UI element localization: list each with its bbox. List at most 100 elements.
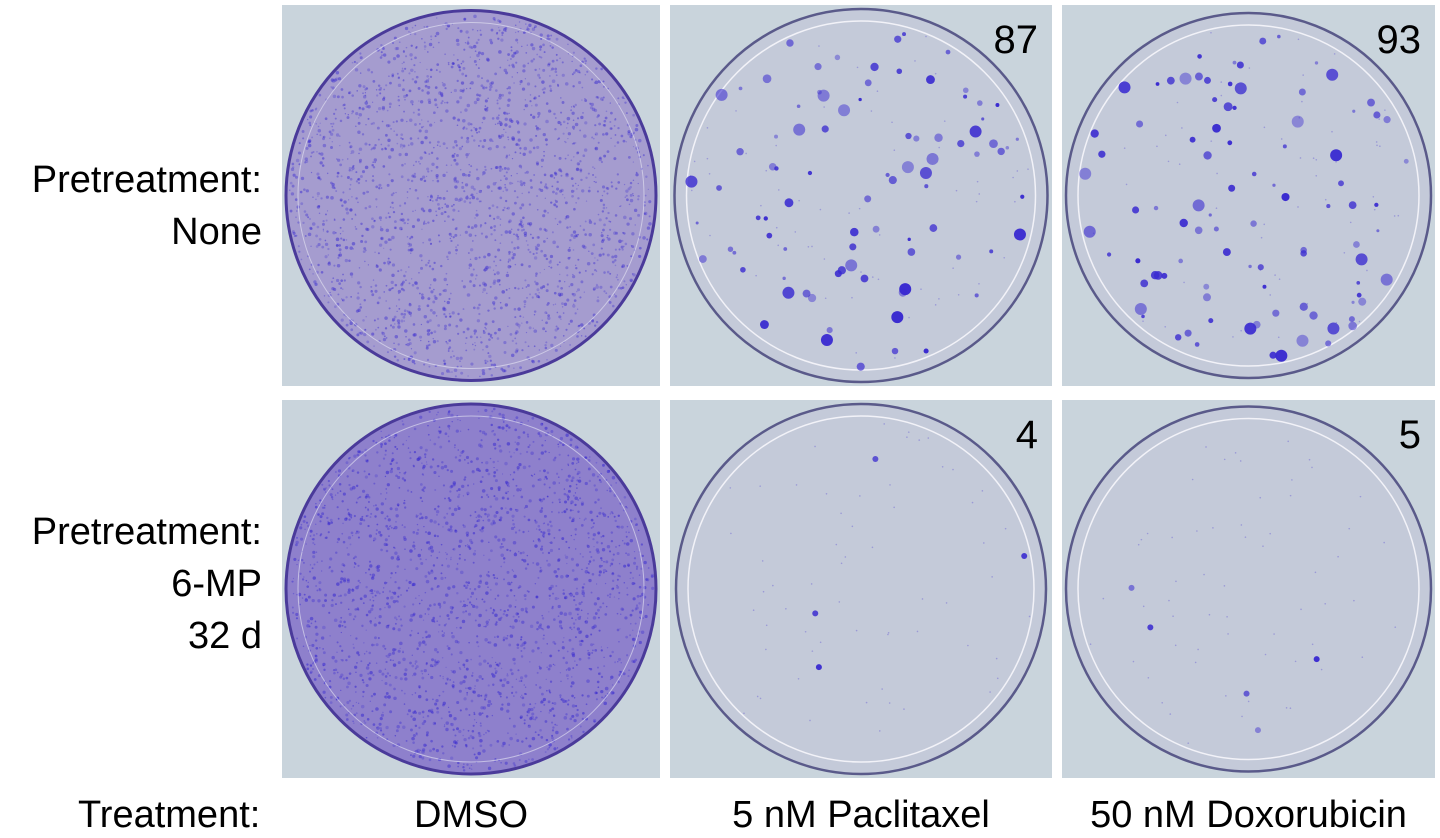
cell-speck — [403, 672, 407, 676]
cell-speck — [588, 560, 592, 563]
cell-speck — [478, 94, 481, 97]
cell-speck — [386, 515, 389, 518]
cell-speck — [368, 560, 372, 563]
cell-speck — [497, 488, 501, 492]
cell-speck — [362, 191, 366, 195]
cell-speck — [620, 205, 622, 207]
cell-speck — [573, 71, 576, 74]
cell-speck — [513, 594, 516, 597]
cell-speck — [574, 660, 576, 662]
cell-speck — [332, 669, 336, 672]
cell-speck — [412, 717, 417, 722]
cell-speck — [610, 181, 613, 184]
cell-speck — [490, 703, 493, 706]
cell-speck — [340, 237, 343, 240]
cell-speck — [534, 519, 537, 522]
cell-speck — [336, 671, 339, 674]
cell-speck — [638, 640, 642, 645]
cell-speck — [402, 443, 405, 446]
cell-speck — [397, 595, 400, 598]
cell-speck — [575, 167, 580, 172]
speck — [1311, 466, 1313, 469]
cell-speck — [477, 585, 481, 589]
cell-speck — [487, 571, 490, 573]
cell-speck — [459, 681, 463, 685]
cell-speck — [438, 91, 442, 95]
cell-speck — [519, 716, 523, 719]
cell-speck — [462, 728, 465, 731]
cell-speck — [314, 639, 318, 642]
cell-speck — [587, 189, 591, 193]
cell-speck — [309, 218, 311, 220]
cell-speck — [400, 312, 404, 316]
cell-speck — [532, 440, 535, 443]
cell-speck — [442, 526, 444, 528]
cell-speck — [298, 163, 301, 166]
cell-speck — [406, 343, 410, 347]
cell-speck — [351, 94, 354, 97]
cell-speck — [507, 365, 510, 368]
cell-speck — [353, 566, 356, 568]
cell-speck — [553, 702, 557, 706]
cell-speck — [480, 84, 484, 88]
cell-speck — [322, 662, 326, 666]
cell-speck — [364, 92, 367, 94]
cell-speck — [535, 272, 538, 275]
cell-speck — [377, 636, 380, 640]
cell-speck — [573, 105, 576, 108]
cell-speck — [500, 367, 504, 371]
cell-speck — [366, 737, 368, 739]
cell-speck — [564, 500, 568, 504]
cell-speck — [346, 475, 349, 478]
cell-speck — [538, 68, 541, 70]
cell-speck — [409, 248, 413, 252]
cell-speck — [371, 179, 375, 182]
cell-speck — [426, 75, 429, 78]
cell-speck — [459, 89, 463, 93]
cell-speck — [297, 221, 300, 224]
cell-speck — [565, 173, 569, 178]
cell-speck — [459, 360, 461, 363]
cell-speck — [567, 474, 571, 478]
cell-speck — [394, 507, 399, 511]
cell-speck — [406, 94, 408, 96]
speck — [689, 175, 692, 177]
cell-speck — [529, 224, 532, 227]
cell-speck — [494, 497, 499, 501]
cell-speck — [602, 206, 606, 210]
speck — [856, 66, 859, 69]
cell-speck — [462, 663, 466, 667]
cell-speck — [553, 491, 556, 495]
speck — [823, 258, 826, 260]
cell-speck — [336, 541, 339, 544]
cell-speck — [390, 467, 393, 471]
cell-speck — [418, 602, 421, 605]
cell-speck — [413, 672, 417, 676]
cell-speck — [325, 219, 328, 222]
cell-speck — [444, 87, 447, 90]
cell-speck — [337, 469, 342, 473]
cell-speck — [568, 246, 571, 249]
cell-speck — [493, 260, 496, 263]
cell-speck — [347, 655, 351, 658]
cell-speck — [557, 445, 560, 448]
cell-speck — [436, 586, 439, 589]
cell-speck — [523, 108, 525, 111]
cell-speck — [400, 118, 404, 122]
cell-speck — [350, 328, 354, 332]
cell-speck — [475, 605, 479, 609]
cell-speck — [553, 336, 557, 339]
cell-speck — [546, 34, 550, 38]
cell-speck — [489, 38, 493, 42]
cell-speck — [428, 286, 432, 290]
cell-speck — [430, 284, 432, 286]
colony — [894, 35, 902, 43]
cell-speck — [341, 625, 344, 627]
speck — [1260, 236, 1263, 239]
cell-speck — [334, 471, 337, 474]
cell-speck — [584, 481, 588, 486]
cell-speck — [370, 576, 375, 580]
cell-speck — [474, 127, 478, 131]
cell-speck — [578, 163, 580, 165]
cell-speck — [424, 448, 428, 452]
